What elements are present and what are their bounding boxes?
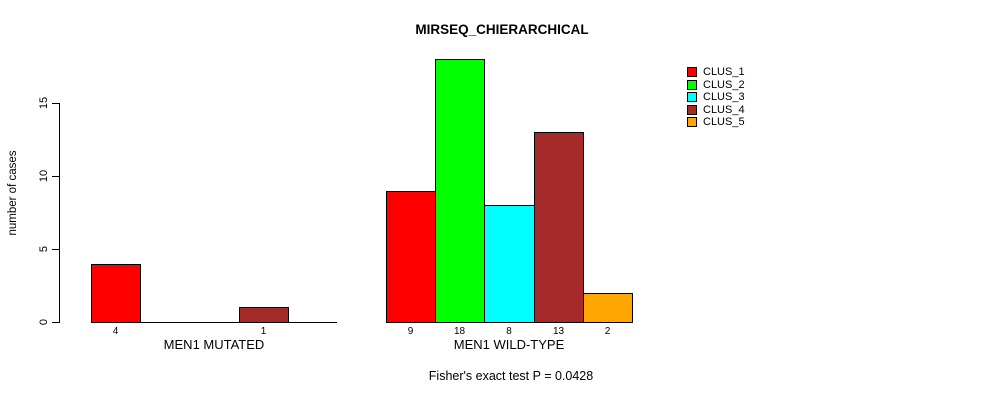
y-axis-tick — [52, 176, 59, 177]
y-axis-tick-label: 0 — [38, 318, 50, 326]
group-label-men1-mutated: MEN1 MUTATED — [163, 337, 265, 352]
legend-swatch-clus-4 — [687, 105, 697, 115]
fisher-test-annotation: Fisher's exact test P = 0.0428 — [428, 369, 594, 383]
y-axis-tick — [52, 322, 59, 323]
legend-swatch-clus-2 — [687, 80, 697, 90]
bar-clus-5-men1-wild-type — [583, 293, 633, 323]
y-axis-tick-label: 5 — [38, 245, 50, 253]
y-axis-tick-label: 15 — [38, 96, 50, 110]
bar-clus-4-men1-wild-type — [534, 132, 584, 323]
legend-swatch-clus-5 — [687, 117, 697, 127]
legend-label-clus-2: CLUS_2 — [703, 79, 745, 91]
bar-value-label: 18 — [453, 326, 466, 337]
group-label-men1-wild-type: MEN1 WILD-TYPE — [453, 337, 565, 352]
bar-value-label: 13 — [552, 326, 565, 337]
bar-clus-1-men1-wild-type — [386, 191, 436, 323]
bar-clus-1-men1-mutated — [91, 264, 141, 323]
y-axis-tick — [52, 249, 59, 250]
legend-swatch-clus-1 — [687, 67, 697, 77]
bar-value-label: 4 — [112, 326, 119, 337]
y-axis-label: number of cases — [7, 150, 19, 236]
legend-label-clus-1: CLUS_1 — [703, 66, 745, 78]
chart-title: MIRSEQ_CHIERARCHICAL — [415, 22, 589, 37]
legend-label-clus-5: CLUS_5 — [703, 116, 745, 128]
y-axis-tick-label: 10 — [38, 169, 50, 183]
legend-label-clus-3: CLUS_3 — [703, 91, 745, 103]
legend-label-clus-4: CLUS_4 — [703, 104, 745, 116]
bar-value-label: 1 — [260, 326, 267, 337]
bar-clus-4-men1-mutated — [239, 307, 289, 323]
y-axis-line — [59, 103, 60, 323]
bar-value-label: 2 — [604, 326, 611, 337]
y-axis-tick — [52, 103, 59, 104]
bar-value-label: 8 — [506, 326, 512, 337]
x-axis-baseline — [91, 322, 337, 323]
bar-clus-2-men1-wild-type — [435, 59, 485, 323]
bar-value-label: 9 — [407, 326, 414, 337]
legend-swatch-clus-3 — [687, 92, 697, 102]
bar-clus-3-men1-wild-type — [484, 205, 535, 323]
